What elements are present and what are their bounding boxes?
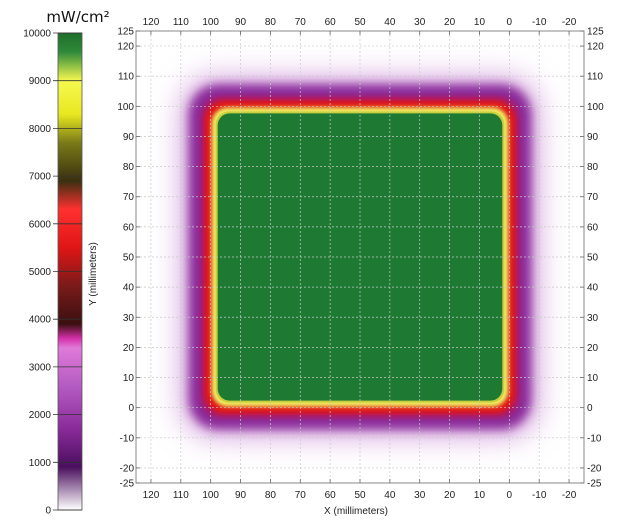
x-axis-label: X (millimeters) — [324, 506, 388, 517]
colorbar-tick-label: 1000 — [29, 458, 52, 469]
x-tick-label-bottom: -20 — [562, 490, 577, 501]
colorbar-tick-label: 2000 — [29, 410, 52, 421]
y-tick-label-left: 120 — [117, 42, 134, 53]
x-tick-label-bottom: 90 — [235, 490, 247, 501]
colorbar-tick-label: 3000 — [29, 362, 52, 373]
y-tick-label-left: 10 — [123, 373, 135, 384]
x-tick-label-top: 80 — [265, 17, 277, 28]
x-tick-label-top: -10 — [532, 17, 547, 28]
x-tick-label-bottom: 0 — [507, 490, 513, 501]
x-tick-label-bottom: -10 — [532, 490, 547, 501]
y-tick-label-left: -20 — [120, 463, 135, 474]
y-tick-label-right: 0 — [587, 403, 593, 414]
y-tick-label-right: -10 — [587, 433, 602, 444]
x-tick-label-top: 70 — [295, 17, 307, 28]
y-tick-label-left: 60 — [123, 222, 135, 233]
colorbar-tick-label: 0 — [45, 506, 51, 517]
y-tick-label-right: 10 — [587, 373, 599, 384]
x-tick-label-top: 100 — [202, 17, 219, 28]
y-tick-label-left: 0 — [128, 403, 134, 414]
y-axis-label: Y (millimeters) — [88, 242, 99, 306]
y-tick-label-left: 30 — [123, 313, 135, 324]
x-tick-label-bottom: 100 — [202, 490, 219, 501]
y-tick-label-left: -10 — [120, 433, 135, 444]
colorbar-tick-label: 8000 — [29, 124, 52, 135]
colorbar-tick-label: 10000 — [23, 29, 51, 40]
colorbar-tick-label: 7000 — [29, 172, 52, 183]
y-tick-label-left: 50 — [123, 253, 135, 264]
x-tick-label-bottom: 110 — [173, 490, 189, 501]
colorbar-tick-label: 5000 — [29, 267, 52, 278]
x-tick-label-bottom: 120 — [143, 490, 160, 501]
x-tick-label-top: 10 — [474, 17, 486, 28]
x-tick-label-top: 30 — [414, 17, 426, 28]
colorbar-tick-label: 9000 — [29, 76, 52, 87]
y-tick-label-left: -25 — [120, 479, 135, 490]
colorbar-unit-label: mW/cm² — [46, 8, 109, 26]
x-tick-label-top: 90 — [235, 17, 247, 28]
y-tick-label-left: 40 — [123, 283, 135, 294]
colorbar-tick-label: 6000 — [29, 219, 52, 230]
y-tick-label-right: 70 — [587, 192, 599, 203]
x-tick-label-top: 110 — [173, 17, 189, 28]
x-tick-label-bottom: 10 — [474, 490, 486, 501]
x-tick-label-bottom: 80 — [265, 490, 277, 501]
y-tick-label-right: 90 — [587, 132, 599, 143]
y-tick-label-left: 20 — [123, 343, 135, 354]
x-tick-label-top: -20 — [562, 17, 577, 28]
y-tick-label-right: 125 — [587, 27, 604, 38]
x-tick-label-top: 50 — [354, 17, 366, 28]
y-tick-label-right: 100 — [587, 102, 604, 113]
y-tick-label-right: 40 — [587, 283, 599, 294]
colorbar-tick-label: 4000 — [29, 315, 52, 326]
y-tick-label-right: 30 — [587, 313, 599, 324]
y-tick-label-left: 80 — [123, 162, 135, 173]
y-tick-label-left: 110 — [118, 72, 134, 83]
y-tick-label-right: 60 — [587, 222, 599, 233]
y-tick-label-left: 125 — [117, 27, 134, 38]
y-tick-label-right: -25 — [587, 479, 602, 490]
x-tick-label-top: 120 — [143, 17, 160, 28]
y-tick-label-left: 100 — [117, 102, 134, 113]
y-tick-label-left: 90 — [123, 132, 135, 143]
y-tick-label-right: 110 — [587, 72, 603, 83]
y-tick-label-right: 120 — [587, 42, 604, 53]
x-tick-label-bottom: 60 — [325, 490, 337, 501]
x-tick-label-top: 0 — [507, 17, 513, 28]
y-tick-label-right: 80 — [587, 162, 599, 173]
y-tick-label-right: 20 — [587, 343, 599, 354]
y-tick-label-left: 70 — [123, 192, 135, 203]
y-tick-label-right: -20 — [587, 463, 602, 474]
x-tick-label-bottom: 70 — [295, 490, 307, 501]
x-tick-label-bottom: 50 — [354, 490, 366, 501]
x-tick-label-bottom: 40 — [384, 490, 396, 501]
y-tick-label-right: 50 — [587, 253, 599, 264]
x-tick-label-top: 60 — [325, 17, 337, 28]
x-tick-label-bottom: 20 — [444, 490, 456, 501]
x-tick-label-top: 40 — [384, 17, 396, 28]
x-tick-label-top: 20 — [444, 17, 456, 28]
x-tick-label-bottom: 30 — [414, 490, 426, 501]
